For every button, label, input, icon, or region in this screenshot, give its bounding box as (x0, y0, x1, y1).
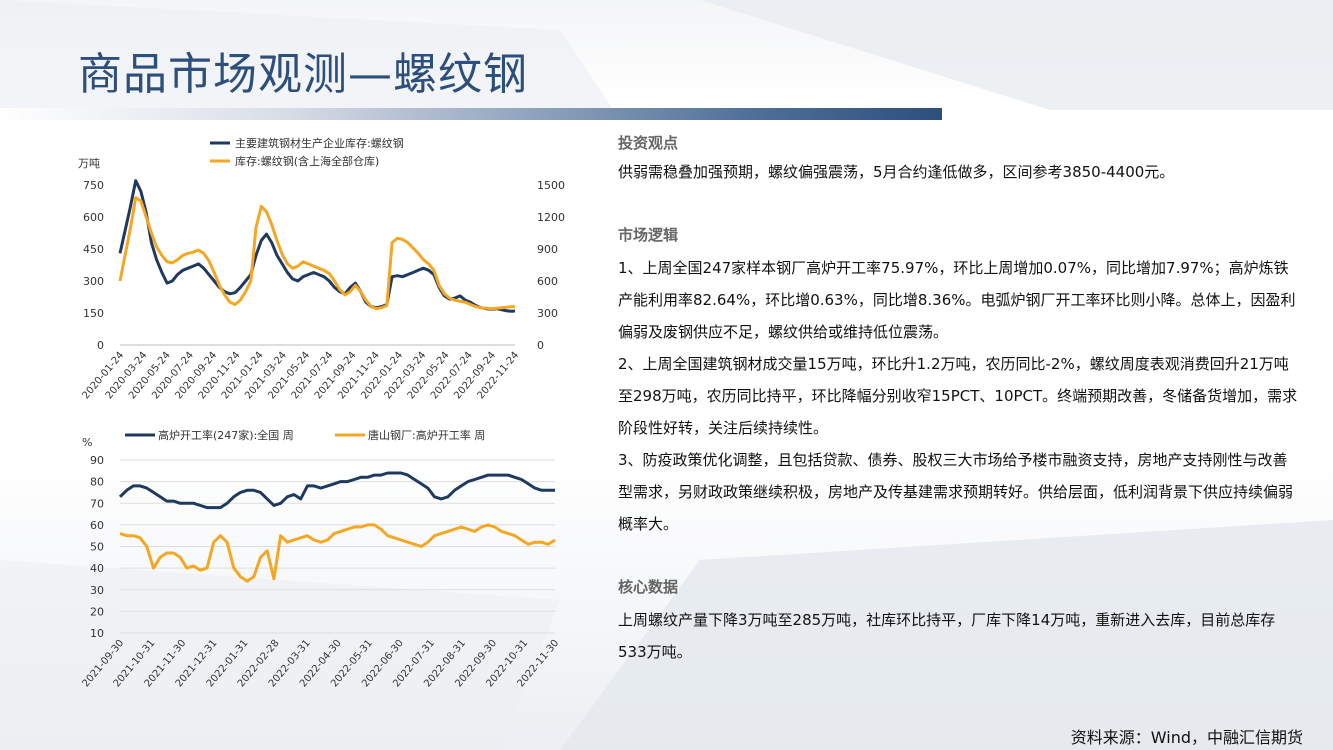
y-tick-label: 80 (90, 476, 104, 489)
market-logic-point-2: 2、上周全国建筑钢材成交量15万吨，环比升1.2万吨，农历同比-2%，螺纹周度表… (618, 355, 1298, 437)
y-tick-label: 10 (90, 627, 104, 640)
market-logic-point-3: 3、防疫政策优化调整，且包括贷款、债券、股权三大市场给予楼市融资支持，房地产支持… (618, 451, 1294, 533)
y-tick-label: 70 (90, 497, 104, 510)
legend-label-1: 主要建筑钢材生产企业库存:螺纹钢 (235, 136, 404, 150)
y-right-tick-label: 300 (537, 307, 558, 320)
blast-furnace-chart: 高炉开工率(247家):全国 周 唐山钢厂:高炉开工率 周% 90 80 70 60 50 4… (60, 420, 580, 720)
series-line-producer-inventory (118, 179, 516, 313)
core-data-heading: 核心数据 (618, 578, 679, 596)
legend-label-2: 唐山钢厂:高炉开工率 周 (368, 428, 485, 442)
inventory-chart: 主要建筑钢材生产企业库存:螺纹钢 库存:螺纹钢(含上海全部仓库) 万吨 750 600 4… (60, 125, 580, 425)
y-tick-label: 20 (90, 605, 104, 618)
y-left-tick-label: 750 (83, 179, 104, 192)
legend-label-1: 高炉开工率(247家):全国 周 (158, 428, 294, 442)
page-title: 商品市场观测—螺纹钢 (78, 49, 528, 100)
investment-view-text: 供弱需稳叠加强预期，螺纹偏强震荡，5月合约逢低做多，区间参考3850-4400元… (618, 163, 1175, 181)
series-line-national-rate (118, 471, 555, 510)
y-axis-unit-label: 万吨 (78, 157, 100, 170)
core-data-text: 上周螺纹产量下降3万吨至285万吨，社库环比持平，厂库下降14万吨，重新进入去库… (618, 611, 1276, 661)
series-line-tangshan-rate (119, 523, 556, 583)
y-right-tick-label: 0 (537, 339, 544, 352)
data-source-footer: 资料来源：Wind，中融汇信期货 (1070, 728, 1303, 747)
market-logic-heading: 市场逻辑 (618, 226, 679, 244)
y-tick-label: 90 (90, 454, 104, 467)
y-left-tick-label: 300 (83, 275, 104, 288)
y-tick-label: 30 (90, 584, 104, 597)
y-right-tick-label: 1500 (537, 179, 565, 192)
y-right-tick-label: 1200 (537, 211, 565, 224)
y-axis-unit-label: % (82, 436, 92, 449)
y-left-tick-label: 600 (83, 211, 104, 224)
y-left-tick-label: 450 (83, 243, 104, 256)
y-right-tick-label: 900 (537, 243, 558, 256)
analysis-text-panel: 投资观点 供弱需稳叠加强预期，螺纹偏强震荡，5月合约逢低做多，区间参考3850-… (618, 130, 1298, 668)
market-logic-point-1: 1、上周全国247家样本钢厂高炉开工率75.97%，环比上周增加0.07%，同比… (618, 259, 1296, 341)
y-tick-label: 50 (90, 541, 104, 554)
y-tick-label: 60 (90, 519, 104, 532)
title-underline-bar (0, 108, 942, 120)
y-left-tick-label: 150 (83, 307, 104, 320)
investment-view-heading: 投资观点 (618, 134, 679, 152)
y-right-tick-label: 600 (537, 275, 558, 288)
y-left-tick-label: 0 (97, 339, 104, 352)
y-tick-label: 40 (90, 562, 104, 575)
legend-label-2: 库存:螺纹钢(含上海全部仓库) (235, 154, 379, 168)
blast-furnace-chart-svg: 高炉开工率(247家):全国 周 唐山钢厂:高炉开工率 周% 90 80 70 60 50 4… (81, 428, 562, 689)
series-line-warehouse-inventory (118, 196, 516, 311)
